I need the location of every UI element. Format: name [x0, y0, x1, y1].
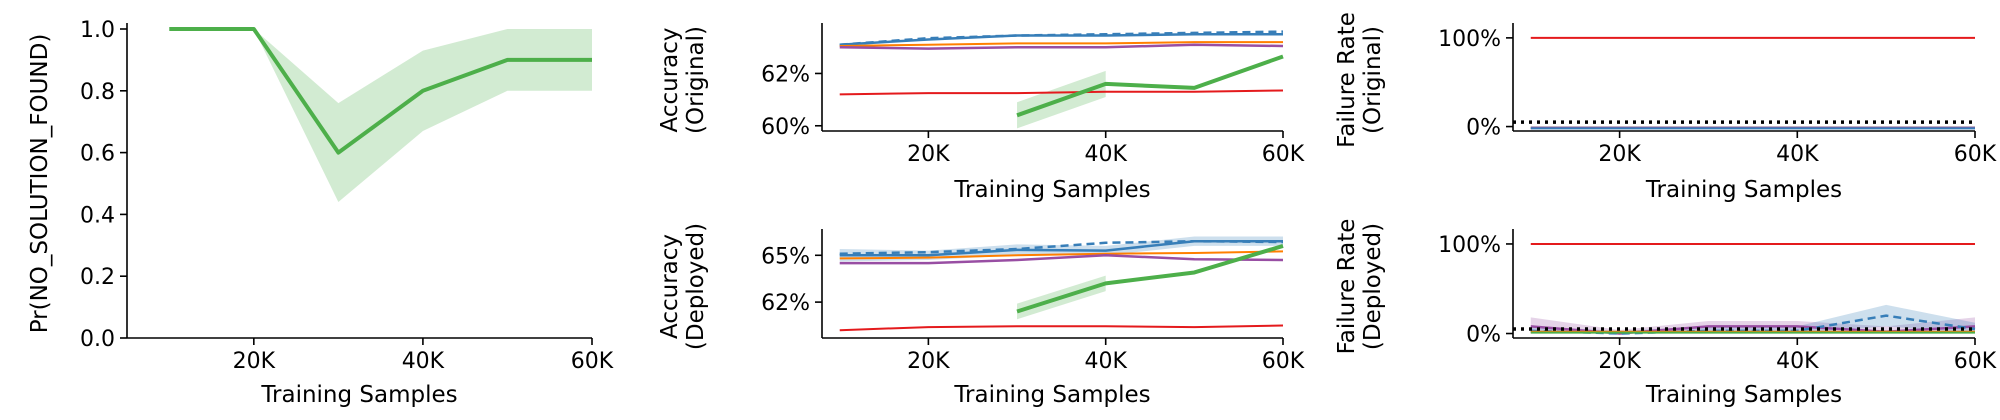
x-tick-label: 60K [571, 349, 614, 374]
plot-area [839, 30, 1284, 129]
y-tick-label: 0% [1466, 116, 1501, 141]
x-axis-title: Training Samples [1645, 382, 1842, 408]
x-tick-label: 60K [1954, 142, 1997, 167]
series-line-5 [1016, 244, 1284, 314]
x-tick-label: 40K [1084, 349, 1127, 374]
x-tick-label: 60K [1262, 142, 1305, 167]
x-tick-label: 40K [1084, 142, 1127, 167]
confidence-band-0 [169, 29, 593, 203]
series-line-5 [1016, 54, 1284, 118]
x-tick-label: 20K [1598, 349, 1641, 374]
y-tick-label: 100% [1438, 233, 1501, 258]
plot-area [1513, 242, 1976, 335]
y-axis-title: Pr(NO_SOLUTION_FOUND) [27, 34, 53, 334]
x-tick-label: 20K [233, 349, 276, 374]
y-axis-title-line: (Original) [1360, 26, 1386, 134]
chart-failure-rate-original: 20K 40K 60K 0% 100% Training Samples Failure R… [1334, 12, 1997, 203]
y-tick-label: 60% [761, 115, 810, 140]
y-tick-label: 0% [1466, 323, 1501, 348]
x-tick-label: 60K [1262, 349, 1305, 374]
y-axis-title-line: Accuracy [657, 27, 683, 132]
y-tick-label: 0.8 [80, 80, 115, 105]
y-tick-label: 1.0 [80, 18, 115, 43]
y-tick-label: 0.0 [80, 327, 115, 352]
series-line-2 [839, 250, 1284, 260]
y-axis-title-line: (Deployed) [683, 223, 709, 350]
x-tick-label: 40K [402, 349, 445, 374]
confidence-band-2 [1530, 304, 1975, 334]
series-line-4 [839, 89, 1284, 96]
chart-accuracy-deployed: 20K 40K 60K 62% 65% Training Samples Accuracy(… [657, 223, 1305, 408]
y-axis-title-line: Failure Rate [1334, 12, 1360, 148]
y-axis-title-line: (Original) [683, 26, 709, 134]
y-axis-title: Accuracy(Deployed) [657, 223, 709, 350]
y-tick-label: 0.6 [80, 142, 115, 167]
chart-failure-rate-deployed: 20K 40K 60K 0% 100% Training Samples Failure R… [1334, 219, 1997, 408]
plot-area [169, 27, 593, 203]
series-line-1 [839, 239, 1283, 257]
chart-accuracy-original: 20K 40K 60K 60% 62% Training Samples Accuracy(… [657, 23, 1305, 203]
y-axis-title-line: Pr(NO_SOLUTION_FOUND) [27, 34, 53, 334]
y-tick-label: 62% [761, 62, 810, 87]
series-line-2 [839, 41, 1283, 47]
y-axis-title-line: Failure Rate [1334, 219, 1360, 355]
y-axis-title: Failure Rate(Original) [1334, 12, 1386, 148]
y-tick-label: 0.4 [80, 203, 115, 228]
x-tick-label: 60K [1954, 349, 1997, 374]
x-axis-title: Training Samples [260, 382, 457, 408]
y-tick-label: 100% [1438, 27, 1501, 52]
plot-area [839, 236, 1284, 332]
x-tick-label: 40K [1776, 349, 1819, 374]
x-tick-label: 20K [907, 349, 950, 374]
x-tick-label: 40K [1776, 142, 1819, 167]
x-axis-title: Training Samples [953, 177, 1150, 203]
x-tick-label: 20K [1598, 142, 1641, 167]
series-line-3 [839, 254, 1284, 265]
chart-no-solution-found: 20K 40K 60K 0.0 0.2 0.4 0.6 0.8 1.0 Training Samp… [27, 18, 614, 408]
y-axis-title: Accuracy(Original) [657, 26, 709, 134]
y-axis-title-line: (Deployed) [1360, 223, 1386, 350]
y-tick-label: 0.2 [80, 265, 115, 290]
y-tick-label: 65% [761, 244, 810, 269]
series-line-4 [839, 324, 1284, 332]
y-axis-title-line: Accuracy [657, 234, 683, 339]
series-line-0 [169, 27, 592, 155]
series-line-1 [839, 32, 1283, 46]
y-tick-label: 62% [761, 291, 810, 316]
x-axis-title: Training Samples [953, 382, 1150, 408]
plot-area [1513, 36, 1975, 130]
x-tick-label: 20K [907, 142, 950, 167]
y-axis-title: Failure Rate(Deployed) [1334, 219, 1386, 355]
series-line-3 [839, 43, 1284, 50]
x-axis-title: Training Samples [1645, 177, 1842, 203]
